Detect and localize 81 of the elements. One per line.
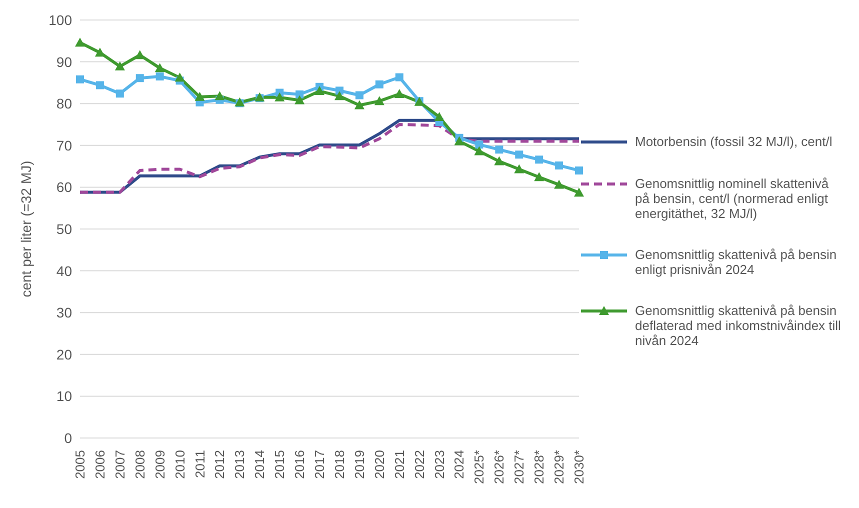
point xyxy=(574,188,584,197)
point xyxy=(136,74,144,82)
point xyxy=(555,161,564,170)
x-tick-label: 2007 xyxy=(112,450,128,479)
x-tick-label: 2013 xyxy=(232,450,248,479)
point xyxy=(174,72,185,82)
x-tick-label: 2012 xyxy=(212,450,228,479)
x-tick-label: 2027* xyxy=(512,450,527,484)
point xyxy=(294,95,305,104)
point xyxy=(494,156,504,166)
point xyxy=(355,91,364,100)
point xyxy=(214,91,225,100)
point xyxy=(394,88,404,98)
point xyxy=(535,156,544,164)
y-tick-label: 20 xyxy=(56,346,72,362)
y-tick-label: 60 xyxy=(56,179,72,196)
x-tick-label: 2026* xyxy=(492,450,507,484)
x-tick-label: 2010 xyxy=(172,450,188,479)
point xyxy=(354,100,364,110)
point xyxy=(554,180,564,189)
point xyxy=(274,92,285,102)
x-tick-label: 2021 xyxy=(392,450,407,479)
point xyxy=(335,86,344,95)
point xyxy=(154,63,165,72)
y-tick-label: 70 xyxy=(56,137,72,154)
point xyxy=(434,112,444,121)
y-tick-label: 30 xyxy=(56,304,72,321)
y-tick-label: 100 xyxy=(48,12,72,28)
x-tick-label: 2006 xyxy=(92,450,108,479)
point xyxy=(395,73,404,82)
point xyxy=(374,96,384,106)
x-tick-label: 2014 xyxy=(252,450,268,479)
x-tick-label: 2011 xyxy=(192,450,208,478)
x-tick-label: 2008 xyxy=(132,450,148,479)
x-tick-label: 2005 xyxy=(72,450,88,479)
x-tick-label: 2018 xyxy=(332,450,347,479)
point xyxy=(134,50,145,60)
x-tick-label: 2009 xyxy=(152,450,168,479)
x-tick-label: 2025* xyxy=(472,450,487,484)
point xyxy=(454,136,464,146)
point xyxy=(75,38,85,47)
point xyxy=(76,75,84,84)
y-tick-label: 0 xyxy=(64,430,72,446)
point xyxy=(534,172,544,182)
point xyxy=(116,90,124,98)
x-tick-label: 2020 xyxy=(372,450,387,479)
x-tick-label: 2015 xyxy=(272,450,288,479)
point xyxy=(575,166,583,174)
x-tick-label: 2016 xyxy=(292,450,308,479)
point xyxy=(114,61,125,70)
x-tick-label: 2019 xyxy=(352,450,367,479)
point xyxy=(474,146,484,156)
point xyxy=(514,164,524,174)
legend-label: Genomsnittlig skattenivå på bensin deflaterad med inkomstnivåindex till nivån 2024 xyxy=(635,303,841,348)
point xyxy=(495,146,504,154)
y-tick-label: 80 xyxy=(56,96,72,112)
point xyxy=(96,81,104,90)
y-axis-title: cent per liter (=32 MJ) xyxy=(18,160,34,298)
y-tick-label: 50 xyxy=(56,220,72,237)
y-tick-label: 10 xyxy=(56,388,72,404)
point xyxy=(156,72,164,80)
point xyxy=(475,140,484,149)
x-tick-label: 2029* xyxy=(552,450,567,484)
y-tick-label: 90 xyxy=(56,54,72,70)
point xyxy=(334,91,344,100)
point xyxy=(515,150,524,159)
x-tick-label: 2024 xyxy=(452,450,467,479)
point xyxy=(94,48,105,57)
x-tick-label: 2028* xyxy=(532,450,547,484)
point xyxy=(314,86,325,96)
point xyxy=(296,90,304,98)
x-tick-label: 2022 xyxy=(412,450,427,479)
point xyxy=(194,92,205,101)
legend-label: Genomsnittlig nominell skattenivå på bensin, cent/l (normerad enligt energitäthet, 32 MJ/l) xyxy=(635,176,830,221)
y-tick-label: 40 xyxy=(56,262,72,279)
legend-label: Motorbensin (fossil 32 MJ/l), cent/l xyxy=(635,134,832,149)
x-tick-label: 2030* xyxy=(572,450,586,484)
legend-label: Genomsnittlig skattenivå på bensin enligt prisnivån 2024 xyxy=(635,247,838,277)
point xyxy=(375,80,384,88)
x-tick-label: 2017 xyxy=(312,450,328,479)
x-tick-label: 2023 xyxy=(432,450,447,479)
